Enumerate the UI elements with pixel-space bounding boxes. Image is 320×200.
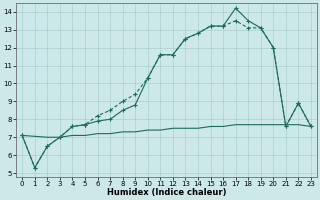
- X-axis label: Humidex (Indice chaleur): Humidex (Indice chaleur): [107, 188, 226, 197]
